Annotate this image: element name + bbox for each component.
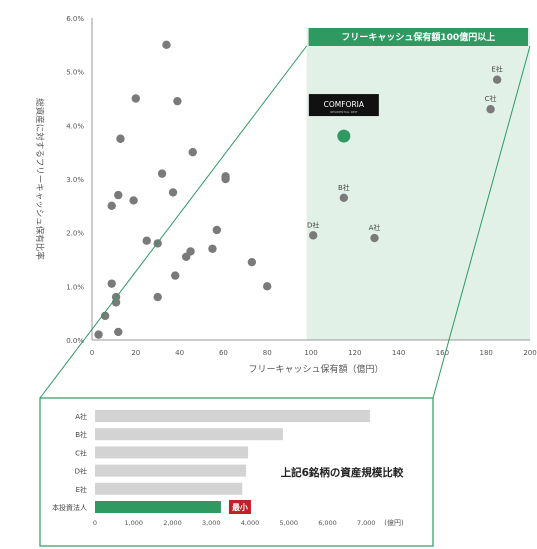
scatter-y-tick-label: 1.0%	[66, 283, 84, 291]
bar-tick-label: 3,000	[202, 519, 221, 527]
smallest-badge-label: 最小	[232, 502, 248, 512]
bar-tick-label: 4,000	[241, 519, 260, 527]
bar-category-label: 本投資法人	[52, 503, 87, 512]
bar	[95, 428, 283, 440]
scatter-point	[248, 258, 256, 266]
scatter-point	[154, 293, 162, 301]
bar-tick-label: 6,000	[318, 519, 337, 527]
scatter-point	[94, 330, 102, 338]
scatter-y-tick-label: 2.0%	[66, 230, 84, 238]
bar	[95, 465, 246, 477]
scatter-point	[213, 226, 221, 234]
scatter-x-tick-label: 80	[263, 349, 272, 357]
scatter-point-label: D社	[307, 220, 319, 229]
scatter-x-tick-label: 140	[392, 349, 405, 357]
scatter-point	[158, 169, 166, 177]
scatter-point-label: B社	[338, 183, 350, 192]
scatter-x-tick-label: 120	[348, 349, 361, 357]
bar-tick-label: 2,000	[163, 519, 182, 527]
bar-category-label: B社	[75, 430, 87, 439]
scatter-point	[116, 135, 124, 143]
scatter-point	[221, 172, 229, 180]
bar	[95, 410, 370, 422]
bar-category-label: C社	[75, 448, 87, 457]
logo-subtext: RESIDENTIAL REIT	[330, 110, 357, 114]
scatter-point	[108, 279, 116, 287]
bar-tick-label: 0	[93, 519, 97, 527]
scatter-x-tick-label: 0	[90, 349, 94, 357]
scatter-point	[263, 282, 271, 290]
scatter-point	[370, 234, 378, 242]
scatter-x-axis-label: フリーキャッシュ保有額（億円）	[248, 363, 383, 375]
scatter-x-tick-label: 200	[523, 349, 536, 357]
scatter-point-label: E社	[491, 65, 502, 74]
scatter-x-tick-label: 180	[480, 349, 493, 357]
comforia-logo: COMFORIA RESIDENTIAL REIT	[309, 94, 379, 116]
logo-text: COMFORIA	[324, 100, 365, 109]
scatter-point	[171, 271, 179, 279]
scatter-point	[143, 237, 151, 245]
scatter-point	[108, 202, 116, 210]
scatter-point	[186, 247, 194, 255]
scatter-point-label: C社	[485, 94, 497, 103]
scatter-point	[340, 194, 348, 202]
bar	[95, 483, 242, 495]
scatter-point	[129, 196, 137, 204]
scatter-x-tick-label: 160	[436, 349, 449, 357]
scatter-chart: フリーキャッシュ保有額100億円以上 0 20 40 60 80 100 120 140 160…	[34, 15, 537, 375]
highlighted-bar	[95, 501, 221, 513]
scatter-point	[173, 97, 181, 105]
scatter-x-tick-label: 60	[219, 349, 228, 357]
bar	[95, 446, 248, 458]
bar-category-label: A社	[75, 412, 87, 421]
scatter-y-tick-label: 3.0%	[66, 176, 84, 184]
bar-category-label: E社	[76, 485, 87, 494]
highlight-banner-label: フリーキャッシュ保有額100億円以上	[341, 31, 495, 43]
scatter-point	[486, 105, 494, 113]
bar-chart-title: 上記6銘柄の資産規模比較	[281, 466, 404, 479]
scatter-point	[114, 191, 122, 199]
scatter-point	[132, 94, 140, 102]
bar-tick-label: 1,000	[124, 519, 143, 527]
bar-x-unit: (億円)	[384, 518, 404, 527]
scatter-x-tick-label: 20	[131, 349, 140, 357]
scatter-y-axis-label: 総資産に対するフリーキャッシュ保有比率	[34, 98, 45, 260]
scatter-y-tick-label: 5.0%	[66, 69, 84, 77]
scatter-point	[493, 76, 501, 84]
highlighted-point	[337, 130, 350, 143]
scatter-y-tick-label: 4.0%	[66, 122, 84, 130]
scatter-point	[114, 328, 122, 336]
scatter-point	[208, 245, 216, 253]
scatter-point	[309, 231, 317, 239]
scatter-x-tick-label: 100	[304, 349, 317, 357]
scatter-x-tick-label: 40	[175, 349, 184, 357]
bar-tick-label: 5,000	[279, 519, 298, 527]
scatter-point-label: A社	[369, 223, 381, 232]
scatter-point	[162, 41, 170, 49]
scatter-point	[189, 148, 197, 156]
bar-category-label: D社	[75, 467, 87, 476]
connector-line-left	[40, 46, 307, 398]
scatter-y-tick-label: 6.0%	[66, 15, 84, 23]
scatter-point	[169, 188, 177, 196]
bar-tick-label: 7,000	[357, 519, 376, 527]
